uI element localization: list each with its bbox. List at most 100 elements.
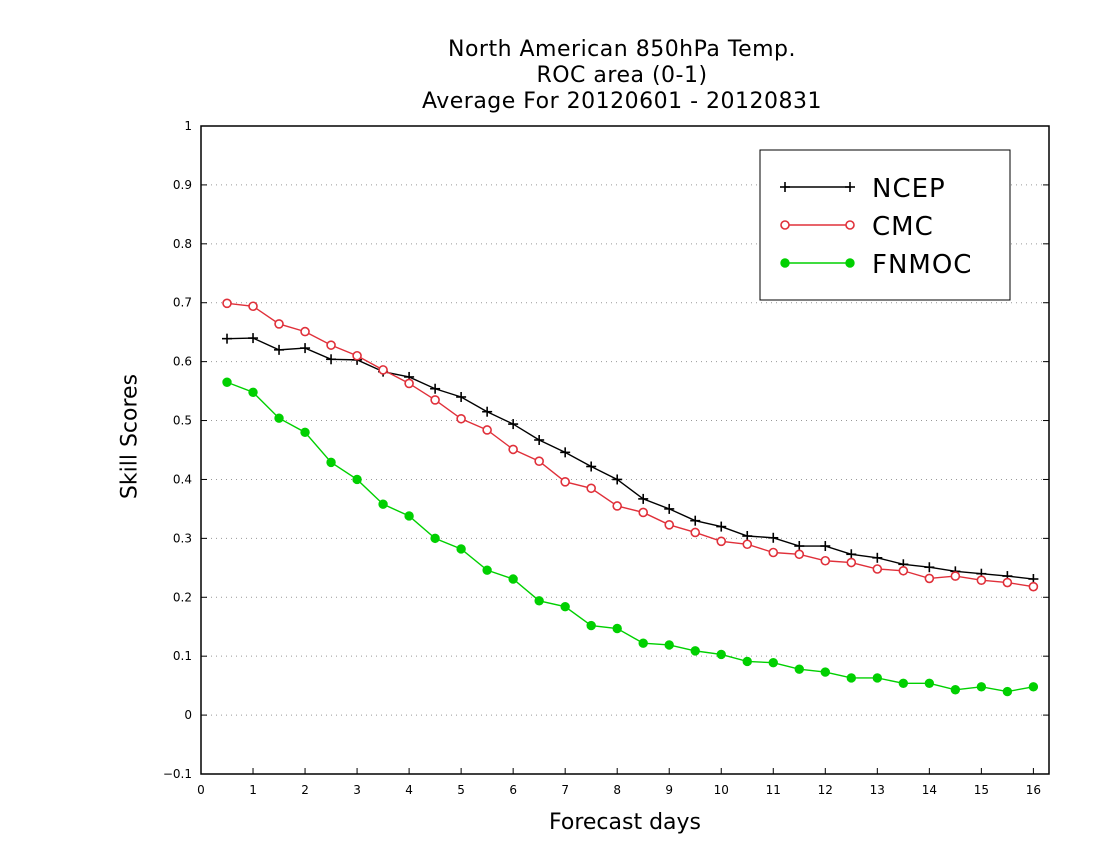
data-point-ncep — [690, 515, 701, 526]
data-point-fnmoc — [768, 657, 778, 668]
data-point-cmc — [664, 520, 675, 530]
series-layer — [222, 298, 1039, 697]
data-point-ncep — [274, 344, 285, 355]
x-tick-label: 3 — [353, 783, 361, 797]
data-point-cmc — [248, 301, 258, 312]
series-line-ncep — [226, 337, 1034, 580]
data-point-cmc — [378, 365, 388, 375]
data-point-fnmoc — [950, 685, 961, 695]
data-point-fnmoc — [482, 565, 492, 575]
series-ncep — [222, 333, 1039, 585]
legend-marker — [845, 220, 855, 230]
data-point-ncep — [612, 474, 623, 485]
data-point-ncep — [820, 541, 831, 552]
data-point-fnmoc — [872, 673, 883, 683]
data-point-fnmoc — [924, 678, 935, 688]
axis-ticks: −0.100.10.20.30.40.50.60.70.80.910 1 2 3 4 5 6… — [163, 119, 1049, 797]
legend-entry-fnmoc: FNMOC — [780, 250, 972, 280]
data-point-ncep — [456, 391, 467, 402]
data-point-fnmoc — [534, 596, 544, 606]
data-point-fnmoc — [612, 623, 622, 634]
data-point-fnmoc — [248, 387, 258, 397]
data-point-cmc — [846, 557, 857, 568]
data-point-cmc — [976, 575, 987, 585]
data-point-ncep — [664, 503, 675, 514]
data-point-fnmoc — [222, 377, 232, 387]
y-tick-label: 0.1 — [173, 649, 192, 663]
data-point-cmc — [352, 350, 362, 361]
data-point-fnmoc — [638, 638, 648, 648]
data-point-fnmoc — [352, 474, 362, 485]
data-point-cmc — [872, 564, 883, 574]
y-axis-label: Skill Scores — [117, 373, 143, 500]
data-point-ncep — [872, 552, 883, 563]
data-point-fnmoc — [300, 427, 310, 438]
x-tick-label: 15 — [974, 783, 989, 797]
data-point-cmc — [820, 555, 831, 566]
data-point-fnmoc — [690, 646, 700, 656]
legend-label-ncep: NCEP — [872, 174, 946, 204]
data-point-cmc — [404, 378, 414, 389]
data-point-fnmoc — [378, 499, 388, 509]
data-point-cmc — [482, 425, 492, 435]
legend-entry-cmc: CMC — [780, 212, 934, 242]
data-point-ncep — [586, 461, 597, 472]
data-point-ncep — [248, 333, 259, 344]
x-tick-label: 5 — [457, 783, 465, 797]
series-line-fnmoc — [226, 381, 1034, 693]
x-tick-label: 11 — [766, 783, 781, 797]
x-tick-label: 8 — [613, 783, 621, 797]
x-tick-label: 12 — [818, 783, 833, 797]
data-point-fnmoc — [430, 533, 440, 544]
x-tick-label: 16 — [1026, 783, 1041, 797]
data-point-fnmoc — [716, 649, 726, 660]
y-tick-label: 0 — [184, 708, 192, 722]
x-tick-label: 1 — [249, 783, 257, 797]
legend-label-fnmoc: FNMOC — [872, 250, 972, 280]
chart-title-line-1: North American 850hPa Temp. — [447, 37, 797, 62]
legend: NCEP CMC FNMOC — [759, 149, 1011, 301]
legend-marker — [780, 220, 790, 230]
series-fnmoc — [222, 377, 1039, 697]
x-tick-label: 6 — [509, 783, 517, 797]
data-point-cmc — [222, 298, 232, 309]
y-tick-label: 1 — [184, 119, 192, 133]
data-point-fnmoc — [794, 664, 804, 674]
data-point-fnmoc — [846, 673, 857, 683]
legend-marker — [845, 258, 855, 268]
plot-area-frame — [200, 125, 1050, 775]
data-point-cmc — [300, 326, 310, 337]
data-point-fnmoc — [898, 678, 909, 688]
data-point-fnmoc — [586, 620, 596, 631]
x-tick-label: 0 — [197, 783, 205, 797]
y-tick-label: 0.4 — [173, 472, 192, 486]
data-point-cmc — [508, 444, 518, 455]
data-point-ncep — [326, 354, 337, 365]
y-tick-label: 0.8 — [173, 237, 192, 251]
data-point-ncep — [924, 562, 935, 573]
data-point-ncep — [222, 333, 233, 344]
data-point-ncep — [716, 521, 727, 532]
data-point-ncep — [794, 541, 805, 552]
legend-marker — [845, 182, 855, 192]
y-tick-label: 0.6 — [173, 355, 192, 369]
data-point-cmc — [274, 319, 284, 329]
data-point-fnmoc — [326, 457, 336, 468]
data-point-ncep — [430, 383, 441, 394]
data-point-ncep — [482, 406, 493, 417]
data-point-cmc — [586, 483, 596, 494]
data-point-cmc — [898, 565, 909, 576]
legend-marker — [780, 258, 790, 268]
data-point-cmc — [924, 573, 935, 584]
data-point-fnmoc — [560, 601, 570, 612]
data-point-fnmoc — [404, 511, 414, 521]
legend-entry-ncep: NCEP — [780, 174, 946, 204]
data-point-ncep — [560, 447, 571, 458]
x-tick-label: 2 — [301, 783, 309, 797]
y-tick-label: 0.3 — [173, 531, 192, 545]
legend-label-cmc: CMC — [872, 212, 934, 242]
data-point-ncep — [638, 493, 649, 504]
data-point-cmc — [690, 527, 701, 538]
data-point-cmc — [768, 547, 779, 558]
chart-title-line-2: ROC area (0-1) — [536, 63, 708, 88]
